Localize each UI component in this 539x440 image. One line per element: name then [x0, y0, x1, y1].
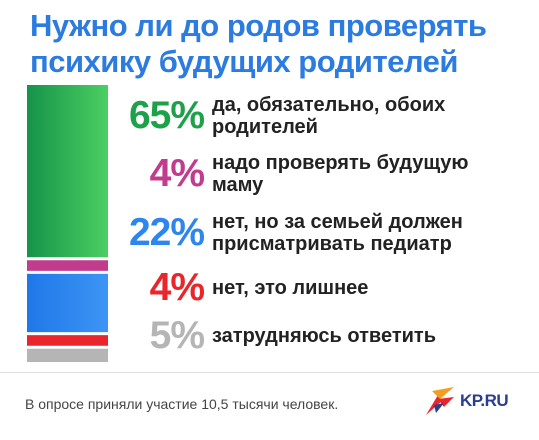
kp-logo[interactable]: KP.RU	[424, 385, 509, 417]
footer-divider	[0, 372, 539, 373]
bar-segment-2	[27, 260, 108, 271]
answer-row-3: 22% нет, но за семьей должен присматрива…	[118, 211, 522, 255]
answer-label: нет, это лишнее	[212, 277, 369, 299]
answer-row-1: 65% да, обязательно, обоих родителей	[118, 94, 522, 138]
percent-label: 22%	[128, 211, 205, 254]
kp-bird-logo-icon	[426, 387, 454, 415]
percent-label: 5%	[149, 314, 205, 357]
bar-segment-3	[27, 273, 108, 333]
percent-label: 4%	[149, 152, 205, 195]
answer-label: да, обязательно, обоих родителей	[212, 94, 446, 138]
answer-label: затрудняюсь ответить	[212, 325, 436, 347]
bar-segment-5	[27, 348, 108, 362]
chart-title: Нужно ли до родов проверять психику буду…	[30, 8, 487, 79]
answer-row-5: 5% затрудняюсь ответить	[118, 316, 522, 356]
percent-label: 4%	[149, 266, 205, 309]
footer-note: В опросе приняли участие 10,5 тысячи чел…	[25, 396, 339, 412]
answer-row-2: 4% надо проверять будущую маму	[118, 152, 522, 196]
stacked-bar	[27, 85, 108, 362]
logo-text: KP.RU	[460, 391, 509, 410]
percent-label: 65%	[128, 94, 205, 137]
answer-label: надо проверять будущую маму	[212, 152, 469, 196]
bar-segment-1	[27, 85, 108, 258]
bar-segment-4	[27, 335, 108, 346]
answer-label: нет, но за семьей должен присматривать п…	[212, 211, 463, 255]
answer-row-4: 4% нет, это лишнее	[118, 268, 522, 308]
